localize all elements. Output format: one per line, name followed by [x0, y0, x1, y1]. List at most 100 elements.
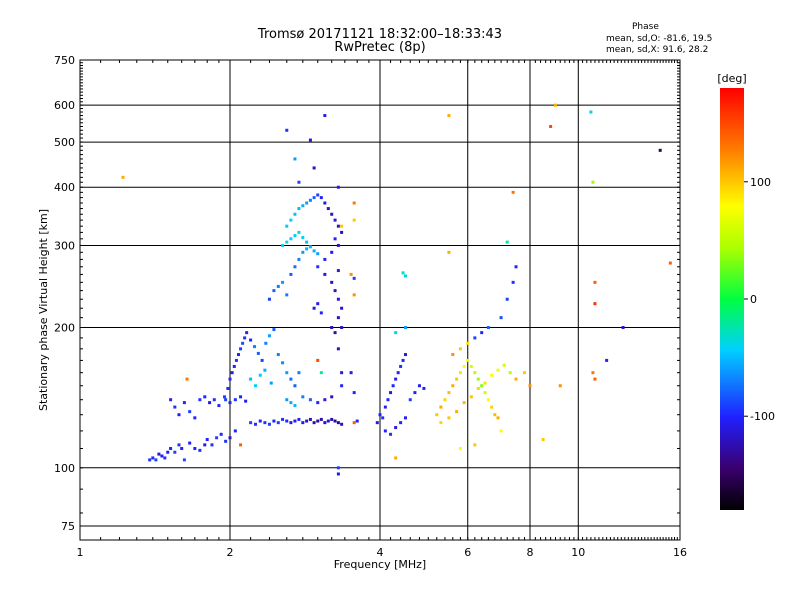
data-point	[451, 353, 455, 357]
data-point	[182, 458, 186, 462]
data-point	[403, 326, 407, 330]
colorbar-gradient	[720, 88, 744, 510]
data-point	[378, 413, 382, 417]
data-point	[330, 280, 334, 284]
data-point	[394, 426, 398, 430]
y-tick-label: 200	[54, 322, 75, 335]
data-point	[301, 395, 305, 399]
data-point	[483, 381, 487, 385]
data-point	[232, 364, 236, 368]
data-point	[396, 371, 400, 375]
data-point	[336, 316, 340, 320]
data-point	[253, 345, 257, 349]
data-point	[316, 265, 320, 269]
data-point	[163, 456, 167, 460]
data-point	[330, 212, 334, 216]
data-point	[493, 413, 497, 417]
data-point	[319, 196, 323, 200]
data-point	[285, 224, 289, 228]
data-point	[224, 398, 228, 402]
data-point	[447, 250, 451, 254]
data-point	[281, 243, 285, 247]
data-point	[224, 439, 228, 443]
data-point	[276, 421, 280, 425]
data-point	[308, 417, 312, 421]
data-point	[173, 450, 177, 454]
data-point	[352, 293, 356, 297]
phase-stats-label: Phase	[632, 22, 659, 32]
data-point	[316, 302, 320, 306]
data-point	[458, 371, 462, 375]
data-point	[267, 334, 271, 338]
data-point	[297, 257, 301, 261]
data-point	[508, 371, 512, 375]
data-point	[349, 272, 353, 276]
data-point	[293, 234, 297, 238]
data-point	[389, 391, 393, 395]
data-point	[336, 347, 340, 351]
data-point	[553, 103, 557, 107]
data-point	[301, 250, 305, 254]
data-point	[281, 280, 285, 284]
data-point	[505, 240, 509, 244]
data-point	[375, 421, 379, 425]
data-point	[312, 306, 316, 310]
data-point	[239, 443, 243, 447]
data-point	[208, 401, 212, 405]
data-point	[305, 240, 309, 244]
data-point	[285, 128, 289, 132]
data-point	[476, 377, 480, 381]
data-point	[243, 336, 247, 340]
y-tick-label: 400	[54, 181, 75, 194]
data-point	[219, 432, 223, 436]
data-point	[447, 391, 451, 395]
data-point	[233, 398, 237, 402]
data-point	[340, 371, 344, 375]
data-point	[258, 419, 262, 423]
data-point	[289, 218, 293, 222]
data-point	[514, 377, 518, 381]
data-point	[486, 326, 490, 330]
data-point	[333, 289, 337, 293]
data-point	[403, 353, 407, 357]
data-point	[336, 472, 340, 476]
data-point	[505, 297, 509, 301]
data-point	[439, 405, 443, 409]
data-point	[281, 361, 285, 365]
y-tick-label: 100	[54, 462, 75, 475]
data-point	[305, 419, 309, 423]
data-point	[289, 272, 293, 276]
data-point	[408, 398, 412, 402]
data-point	[336, 421, 340, 425]
data-point	[316, 401, 320, 405]
data-point	[285, 371, 289, 375]
data-point	[312, 166, 316, 170]
data-point	[589, 110, 593, 114]
data-point	[496, 416, 500, 420]
data-point	[330, 326, 334, 330]
data-point	[499, 429, 503, 433]
data-point	[439, 421, 443, 425]
data-point	[285, 240, 289, 244]
data-point	[267, 422, 271, 426]
data-point	[333, 218, 337, 222]
x-tick-label: 16	[673, 546, 687, 559]
data-point	[263, 421, 267, 425]
data-point	[394, 456, 398, 460]
data-point	[549, 124, 553, 128]
data-point	[340, 306, 344, 310]
data-point	[340, 384, 344, 388]
data-point	[469, 395, 473, 399]
data-point	[394, 377, 398, 381]
data-point	[399, 421, 403, 425]
data-point	[352, 218, 356, 222]
data-point	[394, 331, 398, 335]
data-point	[312, 249, 316, 253]
data-point	[301, 421, 305, 425]
data-point	[330, 395, 334, 399]
x-axis-label: Frequency [MHz]	[334, 558, 426, 571]
data-point	[177, 413, 181, 417]
data-point	[340, 230, 344, 234]
data-point	[480, 331, 484, 335]
data-point	[215, 436, 219, 440]
